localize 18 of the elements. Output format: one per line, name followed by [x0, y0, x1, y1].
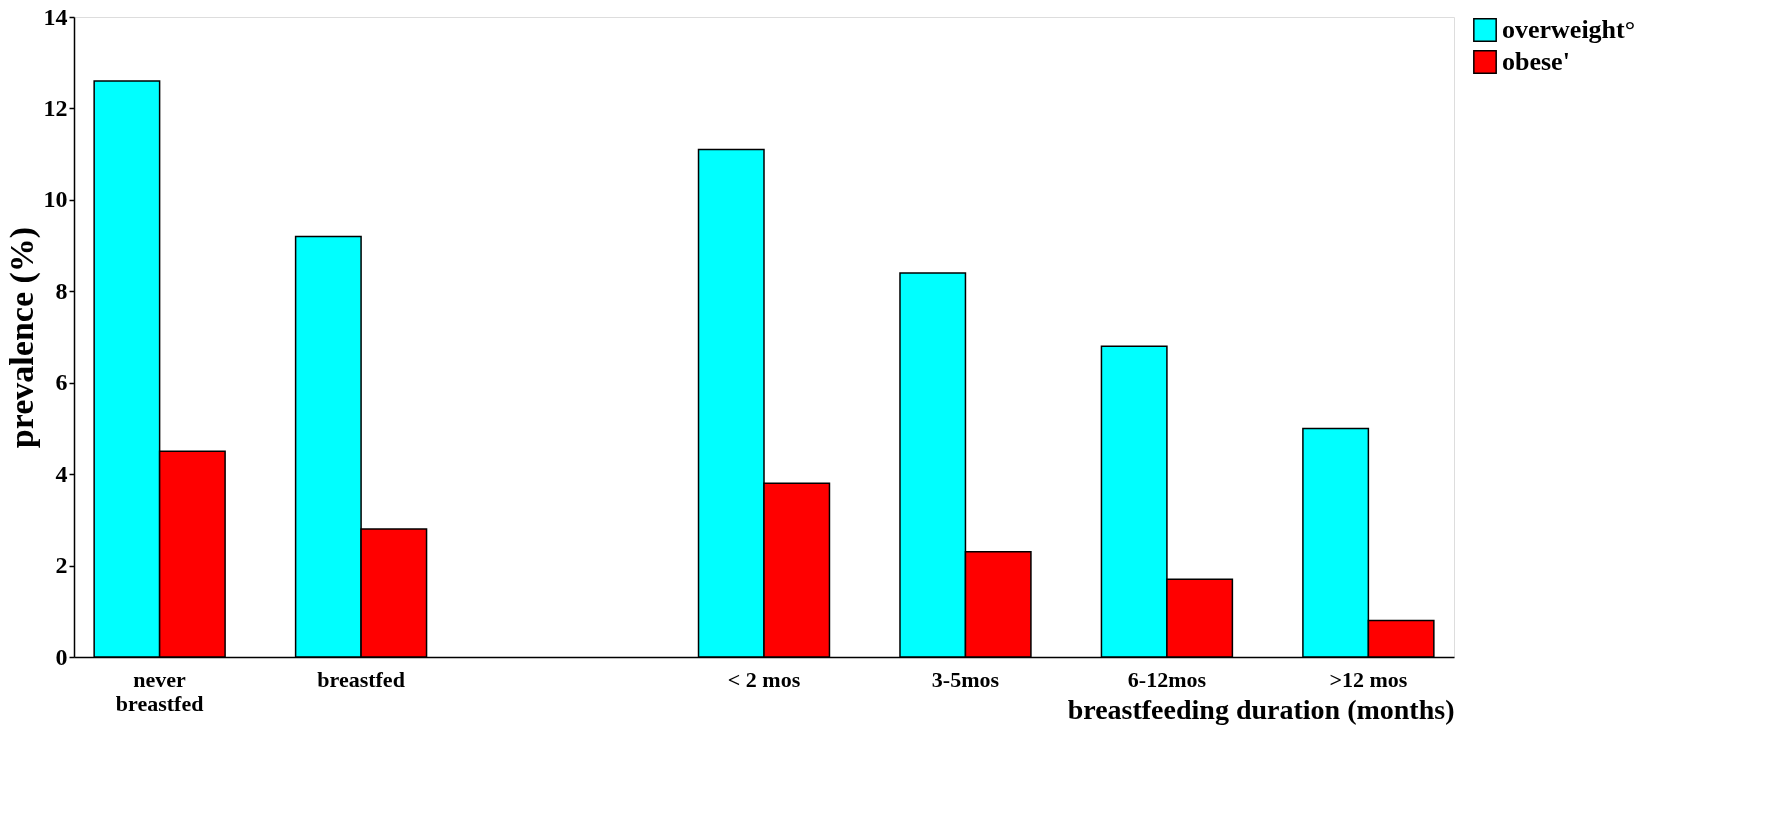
y-axis-title: prevalence (%) — [2, 226, 41, 449]
y-tick-label: 2 — [55, 552, 68, 579]
y-tick-label: 4 — [55, 460, 68, 487]
y-tick-label: 10 — [43, 186, 68, 213]
legend-label: overweight° — [1502, 15, 1636, 44]
y-tick-label: 0 — [55, 643, 68, 670]
y-tick-label: 12 — [43, 94, 68, 121]
legend-label: obese' — [1502, 47, 1570, 76]
x-tick-label: breastfed — [317, 666, 405, 692]
y-tick-label: 6 — [55, 369, 68, 396]
x-axis-title: breastfeeding duration (months) — [1067, 693, 1455, 725]
x-tick-label: 3-5mos — [931, 666, 1000, 692]
x-tick-label: never breastfed — [115, 666, 204, 716]
x-tick-label: < 2 mos — [727, 666, 801, 692]
x-tick-label: >12 mos — [1329, 666, 1408, 692]
y-tick-label: 8 — [55, 277, 68, 304]
x-tick-label: 6-12mos — [1127, 666, 1207, 692]
y-tick-label: 14 — [43, 3, 68, 30]
